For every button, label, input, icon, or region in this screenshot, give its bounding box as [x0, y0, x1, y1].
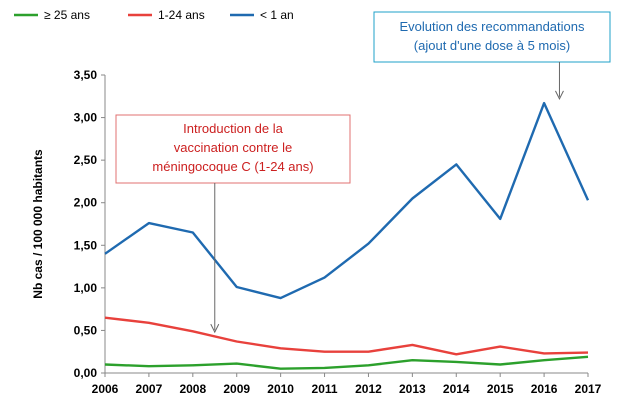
x-tick-label: 2007: [136, 382, 163, 396]
x-tick-label: 2014: [443, 382, 470, 396]
x-tick-label: 2008: [179, 382, 206, 396]
annotation-text-line: méningocoque C (1-24 ans): [152, 159, 313, 174]
x-tick-label: 2015: [487, 382, 514, 396]
annotation-arrow-head: [210, 323, 220, 334]
y-tick-label: 2,00: [74, 196, 98, 210]
annotation-text-line: Evolution des recommandations: [400, 19, 585, 34]
x-tick-label: 2012: [355, 382, 382, 396]
y-tick-label: 0,50: [74, 323, 98, 337]
y-tick-label: 1,50: [74, 238, 98, 252]
annotation-arrow-head: [555, 90, 564, 100]
series-line-3: [104, 101, 590, 300]
x-tick-label: 2009: [223, 382, 250, 396]
y-tick-label: 3,50: [74, 68, 98, 82]
annotation-box-recommendations: [373, 11, 611, 63]
legend-label: < 1 an: [260, 8, 294, 22]
x-tick-label: 2010: [267, 382, 294, 396]
x-tick-label: 2006: [92, 382, 119, 396]
legend-label: ≥ 25 ans: [44, 8, 90, 22]
annotation-text-line: (ajout d'une dose à 5 mois): [414, 38, 570, 53]
x-tick-label: 2017: [575, 382, 602, 396]
series-line-1: [104, 355, 589, 370]
legend-label: 1-24 ans: [158, 8, 205, 22]
y-tick-label: 0,00: [74, 366, 98, 380]
x-tick-label: 2011: [312, 382, 338, 396]
annotation-text-line: Introduction de la: [183, 121, 284, 136]
annotation-text-line: vaccination contre le: [174, 140, 293, 155]
y-tick-label: 1,00: [74, 281, 98, 295]
series-line-2: [104, 316, 589, 356]
x-tick-label: 2016: [531, 382, 558, 396]
y-axis-label: Nb cas / 100 000 habitants: [31, 149, 45, 299]
x-tick-label: 2013: [399, 382, 426, 396]
y-tick-label: 2,50: [74, 153, 98, 167]
y-tick-label: 3,00: [74, 111, 98, 125]
annotation-box-vaccination: [115, 114, 351, 184]
